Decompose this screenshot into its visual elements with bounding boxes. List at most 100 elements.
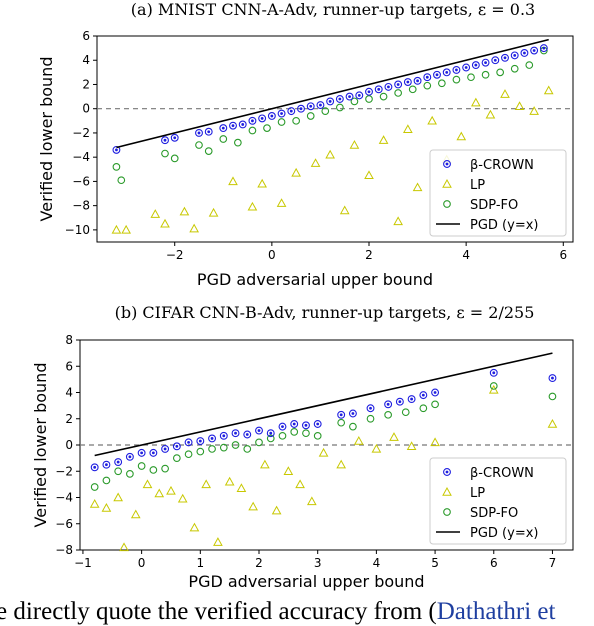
legend-label: LP (470, 178, 485, 193)
legend-label: SDP-FO (470, 506, 518, 521)
sdp-fo-point (481, 70, 490, 79)
beta-crown-point (313, 420, 322, 428)
sdp-fo-point (496, 68, 504, 77)
lp-point (485, 109, 496, 119)
beta-crown-point (231, 429, 240, 438)
beta-crown-point (491, 56, 500, 65)
y-tick-label: −6 (55, 517, 73, 531)
y-tick-label: 6 (65, 359, 73, 373)
lp-point (336, 459, 347, 469)
beta-crown-point (229, 121, 237, 130)
beta-crown-point (462, 63, 471, 72)
sdp-fo-point (126, 470, 134, 478)
beta-crown-point (539, 44, 548, 53)
x-tick-label: 6 (490, 556, 498, 570)
y-tick-label: −6 (72, 174, 90, 188)
beta-crown-point (90, 463, 99, 472)
chart-title: (a) MNIST CNN-A-Adv, runner-up targets, … (131, 0, 535, 19)
lp-point (166, 485, 176, 495)
beta-crown-point (195, 128, 203, 137)
x-tick-label: 1 (196, 556, 204, 570)
lp-point (291, 167, 301, 177)
x-tick-label: 0 (268, 248, 276, 262)
sdp-fo-point (170, 154, 179, 163)
x-axis-label: PGD adversarial upper bound (188, 572, 424, 591)
y-tick-label: −8 (72, 199, 90, 213)
y-tick-label: 0 (65, 438, 73, 452)
figure: (a) MNIST CNN-A-Adv, runner-up targets, … (31, 0, 574, 591)
beta-crown-point (335, 95, 344, 103)
lp-point (257, 178, 267, 188)
lp-point (130, 509, 141, 519)
lp-point (406, 441, 417, 451)
lp-point (121, 224, 131, 234)
beta-crown-point (184, 438, 193, 447)
sdp-fo-point (321, 107, 330, 115)
y-tick-label: 2 (65, 412, 73, 426)
beta-crown-point (355, 91, 364, 100)
y-tick-label: −2 (55, 464, 73, 478)
lp-point (160, 218, 170, 228)
beta-crown-point (277, 109, 286, 118)
y-tick-label: −2 (72, 126, 90, 140)
beta-crown-point (442, 68, 451, 77)
beta-crown-point (204, 127, 213, 136)
beta-crown-point (196, 437, 205, 446)
y-tick-label: −4 (55, 491, 73, 505)
beta-crown-point (337, 410, 346, 419)
sdp-fo-point (204, 147, 213, 155)
sdp-fo-point (117, 176, 126, 185)
beta-crown-point (374, 85, 383, 94)
lp-point (514, 101, 525, 110)
sdp-fo-point (195, 141, 203, 149)
sdp-fo-point (366, 414, 375, 423)
beta-crown-point (161, 136, 169, 145)
y-axis-label: Verified lower bound (31, 363, 50, 528)
lp-point (224, 476, 235, 486)
beta-crown-point (267, 112, 276, 120)
x-tick-label: 7 (549, 556, 557, 570)
x-tick-label: −2 (166, 248, 184, 262)
lp-point (430, 437, 440, 447)
beta-crown-point (419, 391, 428, 400)
beta-crown-point (290, 420, 299, 428)
beta-crown-point (481, 58, 490, 67)
lp-point (271, 505, 282, 515)
beta-crown-point (248, 116, 257, 125)
lp-point (353, 436, 364, 445)
beta-crown-point (208, 434, 217, 443)
lp-point (154, 488, 165, 498)
lp-point (412, 182, 423, 192)
beta-crown-point (530, 46, 539, 55)
beta-crown-point (431, 388, 440, 397)
x-tick-label: 0 (138, 556, 146, 570)
beta-crown-point (306, 102, 315, 111)
y-axis-label: Verified lower bound (37, 57, 56, 222)
beta-crown-point (345, 92, 354, 101)
sdp-fo-point (278, 431, 287, 440)
y-tick-label: −10 (65, 223, 90, 237)
legend-label: β-CROWN (470, 158, 534, 173)
lp-point (177, 493, 188, 503)
beta-crown-point (471, 61, 480, 70)
lp-point (403, 124, 413, 134)
sdp-fo-point (379, 92, 388, 101)
lp-point (111, 224, 122, 234)
lp-point (113, 492, 123, 502)
y-tick-label: 4 (65, 386, 73, 400)
sdp-fo-point (208, 445, 216, 453)
legend-box (429, 457, 567, 545)
body-text-line: e directly quote the verified accuracy f… (0, 598, 555, 626)
lp-point (310, 158, 321, 167)
sdp-fo-point (292, 116, 300, 125)
beta-crown-point (366, 404, 375, 413)
beta-crown-point (161, 444, 170, 453)
y-tick-label: 2 (82, 77, 90, 91)
sdp-fo-point (90, 483, 99, 491)
sdp-fo-point (313, 431, 322, 440)
sdp-fo-point (114, 467, 122, 476)
beta-crown-point (384, 82, 393, 91)
sdp-fo-point (243, 445, 252, 453)
sdp-fo-point (248, 126, 257, 135)
citation-link[interactable]: Dathathri et (436, 598, 556, 625)
